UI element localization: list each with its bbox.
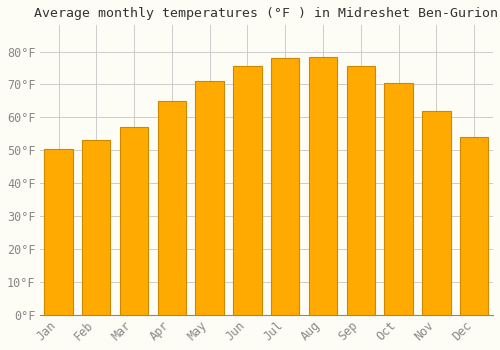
Bar (234, 66, 262, 315)
Bar (460, 137, 488, 315)
Bar (82, 140, 110, 315)
Bar (44, 148, 72, 315)
Bar (384, 83, 413, 315)
Bar (309, 56, 337, 315)
Title: Average monthly temperatures (°F ) in Midreshet Ben-Gurion: Average monthly temperatures (°F ) in Mi… (34, 7, 498, 20)
Bar (346, 66, 375, 315)
Bar (120, 127, 148, 315)
Bar (196, 81, 224, 315)
Bar (422, 111, 450, 315)
Bar (158, 101, 186, 315)
Bar (271, 58, 300, 315)
